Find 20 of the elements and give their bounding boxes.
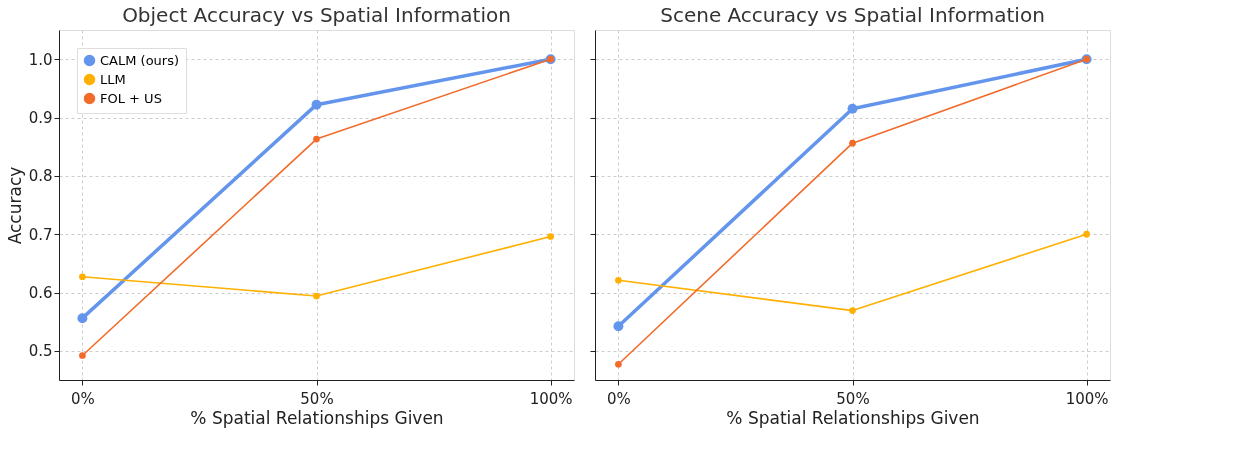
x-tick-label: 100% [529,389,573,408]
chart-title: Scene Accuracy vs Spatial Information [660,3,1045,27]
y-tick-label: 0.7 [28,225,53,244]
x-tick-label: 50% [300,389,334,408]
y-tick-label: 0.8 [28,167,53,186]
legend-label: LLM [100,71,126,87]
legend-label: CALM (ours) [100,52,180,68]
x-axis-title: % Spatial Relationships Given [726,407,980,428]
legend-label: FOL + US [100,90,162,106]
x-tick-label: 0% [607,389,631,408]
x-tick-label: 50% [836,389,870,408]
x-axis-title: % Spatial Relationships Given [190,407,444,428]
y-tick-label: 0.6 [28,284,53,302]
x-tick-label: 0% [71,389,95,408]
y-tick-label: 0.9 [28,109,53,127]
y-tick-label: 1.0 [28,50,53,69]
x-tick-label: 100% [1065,389,1109,408]
chart-title: Object Accuracy vs Spatial Information [122,3,511,27]
y-tick-label: 0.5 [28,342,53,361]
y-axis-title: Accuracy [4,166,25,245]
